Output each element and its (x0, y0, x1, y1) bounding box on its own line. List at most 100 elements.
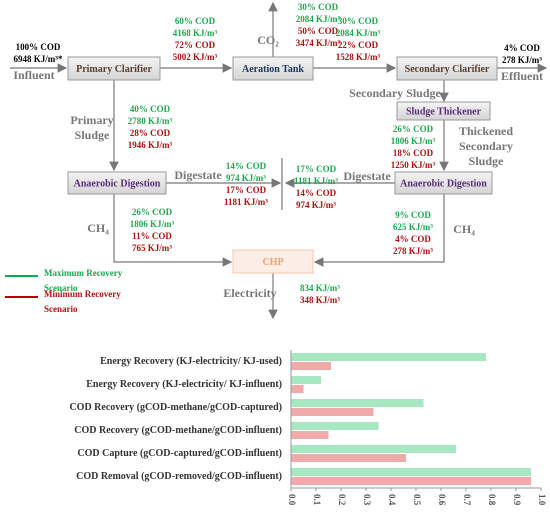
max-annotation: 30% COD (298, 2, 339, 12)
process-label: CHP (262, 257, 283, 268)
min-annotation: 765 KJ/m³ (132, 243, 172, 253)
x-tick-label: 1.0 (537, 494, 547, 506)
influent-label: Influent (13, 68, 54, 82)
process-label: Anaerobic Digestion (74, 178, 161, 189)
stream-label: Digestate (343, 169, 391, 183)
process-box (67, 56, 161, 81)
max-annotation: 40% COD (130, 104, 171, 114)
max-annotation: 2084 KJ/m³ (296, 14, 341, 24)
stream-label: Primary Sludge (70, 113, 114, 142)
process-box (396, 56, 498, 81)
min-annotation: 11% COD (132, 231, 172, 241)
min-annotation: 72% COD (175, 40, 216, 50)
x-tick-label: 0.1 (312, 494, 322, 506)
process-box (67, 171, 167, 195)
min-annotation: 1528 KJ/m³ (336, 52, 381, 62)
stream-label: CH₄ (453, 222, 475, 236)
max-annotation: 1806 KJ/m³ (391, 136, 436, 146)
stream-label: Secondary Sludge (349, 86, 441, 100)
bar (291, 422, 379, 430)
max-annotation: 1806 KJ/m³ (130, 219, 175, 229)
min-annotation: 17% COD (226, 185, 267, 195)
process-box (394, 171, 493, 195)
max-annotation: 2084 KJ/m³ (336, 28, 381, 38)
max-annotation: 9% COD (395, 210, 431, 220)
max-annotation: 974 KJ/m³ (226, 173, 266, 183)
legend-label: Maximum Recovery Scenario (44, 268, 123, 293)
stream-label: Thickened Secondary Sludge (458, 124, 513, 168)
effluent-label: Effluent (501, 69, 543, 83)
x-tick-label: 0.5 (412, 494, 422, 506)
stream-label: Primary Sludge (70, 113, 114, 142)
influent-energy: 6948 KJ/m³* (14, 54, 63, 64)
stream-label: CO₂ (257, 33, 279, 47)
effluent-energy: 278 KJ/m³ (502, 55, 542, 65)
min-annotation: 18% COD (393, 148, 434, 158)
flow-arrows (10, 1, 548, 320)
process-label: Anaerobic Digestion (400, 178, 487, 189)
process-label: Aeration Tank (242, 64, 304, 75)
y-tick-label: Energy Recovery (KJ-electricity/ KJ-used… (100, 356, 282, 367)
min-annotation: 50% COD (298, 26, 339, 36)
stream-label: Thickened Secondary Sludge (458, 124, 513, 168)
process-box (232, 56, 314, 81)
process-box (232, 249, 314, 274)
process-label: Primary Clarifier (76, 64, 152, 75)
bar (291, 385, 304, 393)
x-tick-label: 0.3 (362, 494, 372, 506)
min-annotation: 22% COD (338, 40, 379, 50)
min-annotation: 1250 KJ/m³ (391, 160, 436, 170)
max-annotation: 1181 KJ/m³ (294, 176, 338, 186)
min-annotation: 5002 KJ/m³ (173, 52, 218, 62)
bar (291, 477, 531, 485)
max-annotation: 30% COD (338, 16, 379, 26)
max-annotation: 26% COD (132, 207, 173, 217)
max-annotation: 26% COD (393, 124, 434, 134)
bar (291, 399, 424, 407)
max-annotation: 834 KJ/m³ (300, 283, 340, 293)
process-label: Secondary Clarifier (405, 64, 490, 75)
x-tick-label: 0.8 (487, 494, 497, 506)
max-annotation: 17% COD (296, 164, 337, 174)
min-annotation: 28% COD (130, 128, 171, 138)
legend-label: Minimum Recovery Scenario (44, 289, 121, 314)
effluent-cod: 4% COD (504, 43, 540, 53)
x-tick-label: 0.7 (462, 494, 472, 506)
bar (291, 353, 486, 361)
stream-label: Digestate (174, 168, 222, 182)
bar (291, 376, 321, 384)
bar (291, 445, 456, 453)
bar (291, 454, 406, 462)
max-annotation: 2780 KJ/m³ (128, 116, 173, 126)
min-annotation: 1946 KJ/m³ (128, 140, 173, 150)
min-annotation: 4% COD (395, 234, 431, 244)
max-annotation: 60% COD (175, 16, 216, 26)
y-tick-label: COD Recovery (gCOD-methane/gCOD-captured… (69, 402, 282, 413)
process-box (396, 101, 491, 121)
min-annotation: 348 KJ/m³ (300, 295, 340, 305)
bar (291, 468, 531, 476)
x-tick-label: 0.0 (287, 494, 297, 506)
max-annotation: 14% COD (226, 161, 267, 171)
stream-label: CH₄ (87, 221, 109, 235)
y-tick-label: COD Capture (gCOD-captured/gCOD-influent… (77, 448, 282, 459)
influent-cod: 100% COD (16, 42, 61, 52)
x-tick-label: 0.6 (437, 494, 447, 506)
max-annotation: 625 KJ/m³ (393, 222, 433, 232)
stream-label: Electricity (223, 286, 276, 300)
x-tick-label: 0.4 (387, 494, 397, 506)
y-tick-label: Energy Recovery (KJ-electricity/ KJ-infl… (86, 379, 282, 390)
bar (291, 362, 331, 370)
x-tick-label: 0.9 (512, 494, 522, 506)
min-annotation: 1181 KJ/m³ (224, 197, 268, 207)
min-annotation: 3474 KJ/m³ (296, 38, 341, 48)
bar (291, 408, 374, 416)
min-annotation: 278 KJ/m³ (393, 246, 433, 256)
max-annotation: 4168 KJ/m³ (173, 28, 218, 38)
bar (291, 431, 329, 439)
y-tick-label: COD Recovery (gCOD-methane/gCOD-influent… (74, 425, 282, 436)
legend-label: Maximum Recovery Scenario (44, 268, 123, 293)
x-tick-label: 0.2 (337, 494, 347, 506)
legend-label: Minimum Recovery Scenario (44, 289, 121, 314)
